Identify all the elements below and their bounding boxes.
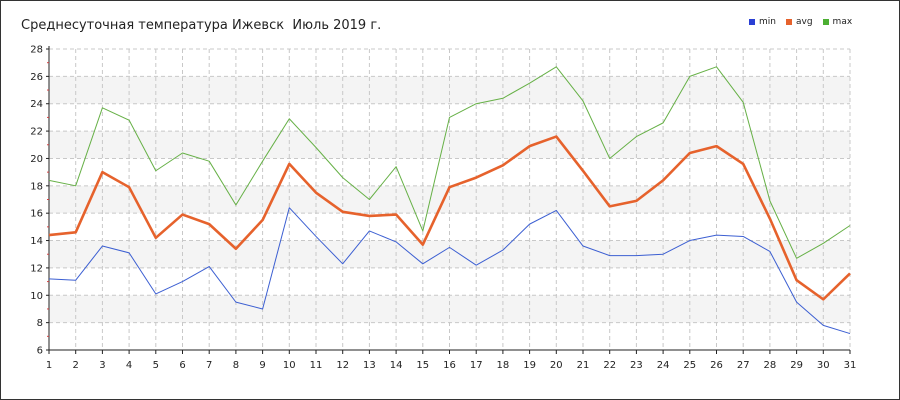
chart-title: Среднесуточная температура Ижевск Июль 2… <box>21 18 382 33</box>
y-tick-label: 10 <box>30 291 43 302</box>
legend-label-avg: avg <box>795 17 813 27</box>
y-tick-label: 28 <box>30 45 43 56</box>
x-tick-label: 4 <box>126 360 132 371</box>
x-tick-label: 15 <box>416 360 429 371</box>
legend-item-max: max <box>822 17 853 27</box>
y-tick-label: 18 <box>30 181 43 192</box>
y-tick-label: 14 <box>30 236 43 247</box>
series-line-max <box>48 66 851 259</box>
x-tick-label: 9 <box>259 360 265 371</box>
series-line-avg <box>48 135 851 301</box>
x-tick-label: 3 <box>99 360 105 371</box>
y-tick-label: 24 <box>30 99 43 110</box>
x-tick-label: 2 <box>73 360 79 371</box>
x-tick-label: 28 <box>764 360 777 371</box>
x-tick-label: 11 <box>310 360 323 371</box>
x-tick-label: 1 <box>46 360 52 371</box>
y-tick-label: 6 <box>37 346 43 357</box>
x-tick-label: 16 <box>443 360 456 371</box>
legend-item-avg: avg <box>785 17 813 27</box>
x-tick-label: 8 <box>233 360 239 371</box>
x-tick-label: 17 <box>470 360 483 371</box>
x-tick-label: 12 <box>336 360 349 371</box>
y-tick-label: 16 <box>30 209 43 220</box>
legend-swatch-max <box>822 19 829 25</box>
x-tick-label: 6 <box>179 360 185 371</box>
series-line-min <box>48 207 851 335</box>
x-tick-label: 31 <box>844 360 857 371</box>
x-tick-label: 13 <box>363 360 376 371</box>
x-tick-label: 30 <box>817 360 830 371</box>
legend-swatch-min <box>749 19 755 25</box>
x-tick-label: 22 <box>603 360 616 371</box>
legend-swatch-avg <box>785 19 792 25</box>
x-tick-label: 20 <box>550 360 563 371</box>
legend-label-max: max <box>832 17 853 27</box>
x-tick-label: 23 <box>630 360 643 371</box>
x-tick-label: 24 <box>657 360 670 371</box>
x-tick-label: 18 <box>497 360 510 371</box>
x-tick-label: 14 <box>390 360 403 371</box>
y-tick-label: 20 <box>30 154 43 165</box>
x-tick-label: 25 <box>683 360 696 371</box>
y-tick-label: 12 <box>30 263 43 274</box>
legend-label-min: min <box>759 17 776 27</box>
x-tick-label: 26 <box>710 360 723 371</box>
y-tick-label: 8 <box>37 318 43 329</box>
x-tick-label: 21 <box>577 360 590 371</box>
x-tick-label: 5 <box>153 360 159 371</box>
legend-item-min: min <box>749 17 776 27</box>
y-tick-label: 22 <box>30 127 43 138</box>
x-tick-label: 29 <box>790 360 803 371</box>
x-tick-label: 7 <box>206 360 212 371</box>
x-tick-label: 10 <box>283 360 296 371</box>
x-tick-label: 19 <box>523 360 536 371</box>
legend: min avg max <box>749 15 862 29</box>
y-tick-label: 26 <box>30 72 43 83</box>
x-tick-label: 27 <box>737 360 750 371</box>
